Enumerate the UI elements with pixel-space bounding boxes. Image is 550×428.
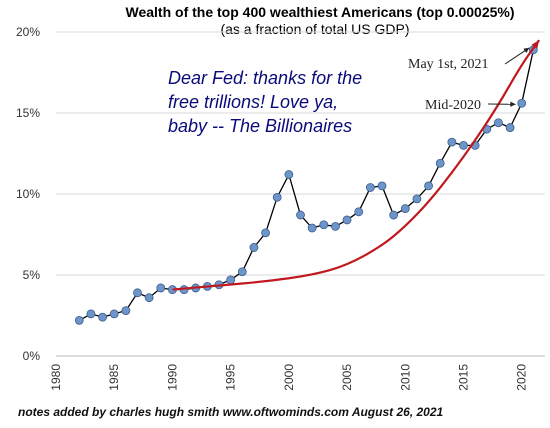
data-point: [459, 140, 468, 150]
data-point: [133, 288, 142, 298]
data-point: [319, 220, 329, 230]
x-tick-label: 1995: [224, 364, 238, 391]
data-point: [226, 275, 236, 285]
data-point: [412, 194, 422, 204]
note-line-2: free trillions! Love ya,: [168, 92, 338, 112]
data-point: [400, 204, 410, 213]
note: Dear Fed: thanks for the free trillions!…: [168, 68, 362, 136]
data-point: [307, 223, 317, 233]
y-tick-label: 20%: [16, 25, 40, 39]
data-point: [331, 221, 340, 231]
series-line: [78, 49, 535, 321]
y-tick-label: 5%: [23, 268, 41, 282]
data-point: [424, 181, 433, 191]
x-tick-label: 2005: [340, 364, 354, 391]
data-point: [517, 98, 527, 108]
data-point: [237, 267, 247, 277]
series-layer: [78, 49, 535, 321]
x-tick-label: 1985: [107, 364, 121, 391]
data-point: [435, 158, 445, 168]
trend-layer: [172, 39, 541, 291]
note-line-1: Dear Fed: thanks for the: [168, 68, 362, 88]
x-tick-label: 1990: [165, 364, 179, 391]
gridlines: [56, 31, 545, 276]
data-point: [505, 123, 515, 132]
data-point: [109, 309, 119, 319]
x-tick-label: 2000: [282, 364, 296, 391]
annotation-mid-2020: Mid-2020: [425, 98, 481, 113]
data-point: [494, 118, 503, 128]
data-point: [342, 215, 352, 225]
trend-arrowhead: [531, 40, 540, 49]
data-point: [249, 243, 259, 252]
arrow-mid-2020-head: [510, 101, 516, 107]
x-tick-label: 1980: [49, 364, 63, 391]
data-point: [365, 183, 375, 192]
note-line-3: baby -- The Billionaires: [168, 116, 352, 136]
data-point: [156, 283, 166, 293]
trend-curve: [172, 39, 541, 291]
data-point: [144, 293, 154, 303]
arrow-may-2021-head: [523, 47, 530, 53]
data-point: [296, 210, 305, 220]
chart-subtitle: (as a fraction of total US GDP): [220, 21, 409, 37]
data-point: [86, 309, 96, 319]
data-point: [272, 192, 282, 202]
x-tick-label: 2015: [457, 364, 471, 391]
data-point: [74, 315, 84, 325]
annotation-may-2021: May 1st, 2021: [408, 57, 489, 72]
data-point: [98, 312, 107, 322]
x-tick-label: 2020: [515, 364, 529, 391]
data-point: [354, 207, 364, 217]
data-point: [121, 306, 131, 316]
data-point: [447, 137, 457, 147]
x-tick-label: 2010: [398, 364, 412, 391]
data-point: [261, 228, 270, 238]
y-tick-label: 10%: [16, 187, 40, 201]
footer-note: notes added by charles hugh smith www.of…: [18, 405, 444, 419]
y-tick-label: 0%: [23, 349, 41, 363]
y-axis-ticks: 0% 5% 10% 15% 20%: [16, 25, 40, 363]
data-point: [389, 210, 399, 220]
chart-title: Wealth of the top 400 wealthiest America…: [126, 4, 515, 20]
x-axis-ticks: 1980 1985 1990 1995 2000 2005 2010 2015 2020: [49, 364, 529, 391]
data-point: [284, 170, 294, 179]
y-tick-label: 15%: [16, 106, 40, 120]
data-point: [377, 181, 387, 191]
annotation-arrows: [487, 47, 530, 107]
